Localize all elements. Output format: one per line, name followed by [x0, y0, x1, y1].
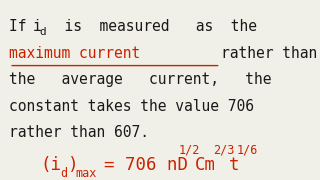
Text: ): )	[68, 156, 78, 174]
Text: the   average   current,   the: the average current, the	[9, 72, 272, 87]
Text: d: d	[60, 167, 67, 180]
Text: constant takes the value 706: constant takes the value 706	[9, 99, 254, 114]
Text: rather than 607.: rather than 607.	[9, 125, 149, 140]
Text: (i: (i	[40, 156, 61, 174]
Text: d: d	[39, 27, 46, 37]
Text: is  measured   as  the: is measured as the	[47, 19, 257, 34]
Text: rather than: rather than	[220, 46, 317, 61]
Text: 1/6: 1/6	[236, 143, 258, 156]
Text: maximum current: maximum current	[9, 46, 149, 61]
Text: i: i	[33, 19, 42, 34]
Text: 1/2: 1/2	[179, 143, 200, 156]
Text: t: t	[229, 156, 240, 174]
Text: Cm: Cm	[195, 156, 216, 174]
Text: max: max	[75, 167, 97, 180]
Text: = 706 nD: = 706 nD	[104, 156, 188, 174]
Text: 2/3: 2/3	[213, 143, 235, 156]
Text: If: If	[9, 19, 44, 34]
